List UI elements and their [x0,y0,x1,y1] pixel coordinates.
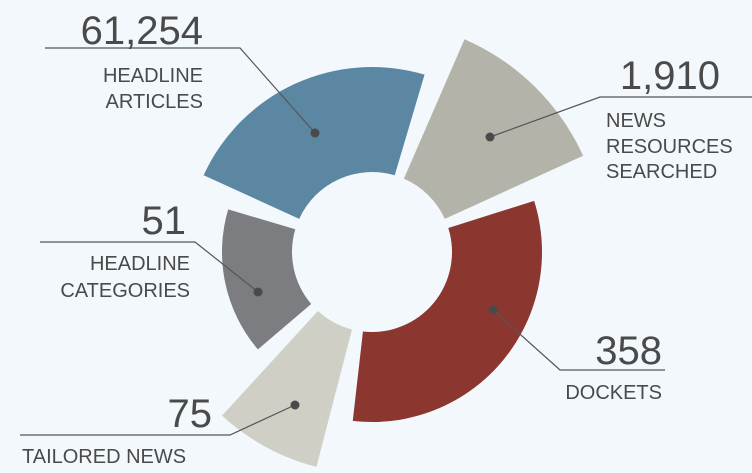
stat-value: 51 [142,199,187,243]
leader-line [20,404,296,436]
stat-label: DOCKETS [565,382,662,404]
stat-value: 358 [595,329,662,373]
leader-dot [310,128,320,138]
stat-label: ARTICLES [106,91,203,113]
stat-value: 1,910 [620,54,720,98]
segment [352,200,543,423]
leader-line [492,309,665,371]
stat-label: TAILORED NEWS [22,446,186,468]
leader-dot [488,305,498,315]
segment [222,209,312,350]
leader-line [489,96,752,138]
leader-dot [253,287,263,297]
stat-label: HEADLINE [103,65,203,87]
stat-label: SEARCHED [606,161,717,183]
stat-label: HEADLINE [90,253,190,275]
stat-value: 61,254 [81,9,203,53]
segment [222,310,352,467]
stat-label: NEWS [606,110,666,132]
leader-dot [290,400,300,410]
stat-label: RESOURCES [606,136,733,158]
segment [203,67,425,219]
leader-line [45,47,316,134]
labels: 61,254 HEADLINE ARTICLES 1,910 NEWS RESOURCES… [20,9,752,468]
leader-dot [485,132,495,142]
stat-label: CATEGORIES [60,280,190,302]
segment [403,39,584,219]
segments [203,39,584,467]
leader-line [40,241,259,293]
stat-value: 75 [168,392,213,436]
